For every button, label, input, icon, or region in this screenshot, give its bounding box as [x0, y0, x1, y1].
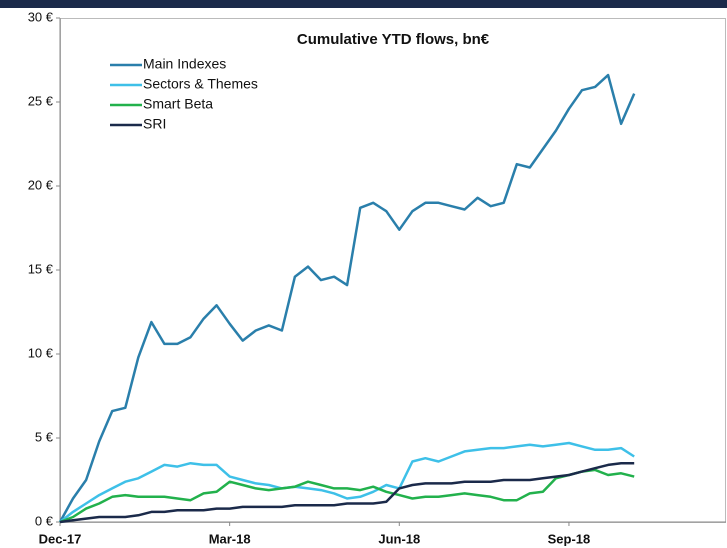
legend-label: SRI: [143, 116, 166, 132]
y-tick-label: 10 €: [28, 345, 54, 360]
y-tick-label: 0 €: [35, 513, 54, 528]
y-tick-label: 30 €: [28, 9, 54, 24]
y-tick-label: 15 €: [28, 261, 54, 276]
series-line: [59, 468, 635, 524]
x-tick-label: Mar-18: [209, 531, 251, 546]
y-tick-label: 20 €: [28, 177, 54, 192]
series-line: [59, 461, 635, 524]
plot-frame: [60, 18, 726, 523]
chart-title: Cumulative YTD flows, bn€: [297, 31, 490, 48]
legend-label: Smart Beta: [143, 96, 213, 112]
legend-label: Sectors & Themes: [143, 76, 258, 92]
legend-label: Main Indexes: [143, 56, 226, 72]
series-line: [59, 441, 635, 523]
y-tick-label: 25 €: [28, 93, 54, 108]
top-bar: [0, 0, 727, 8]
x-tick-label: Dec-17: [39, 531, 82, 546]
x-tick-label: Sep-18: [548, 531, 591, 546]
y-tick-label: 5 €: [35, 429, 54, 444]
x-tick-label: Jun-18: [378, 531, 420, 546]
series-line: [58, 73, 636, 523]
